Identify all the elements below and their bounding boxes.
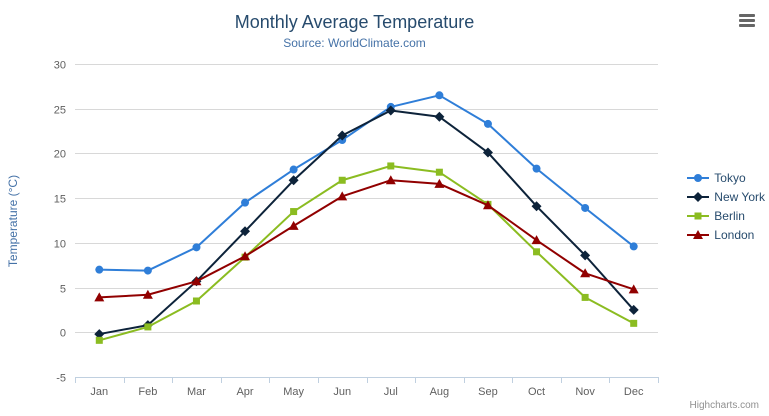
square-marker [630,319,638,327]
legend: Tokyo New York Berlin London [687,166,765,247]
x-tick-label: Sep [478,386,498,398]
hamburger-bar [739,24,755,27]
x-tick-label: Apr [236,386,253,398]
series-line [98,109,635,336]
circle-marker [289,165,298,174]
x-tick-label: Jul [384,386,398,398]
triangle-marker [288,220,299,230]
diamond-marker [531,201,542,212]
triangle-marker [580,268,591,278]
export-menu-icon[interactable] [739,14,755,27]
triangle-marker [240,251,251,261]
y-tick-label: 20 [54,149,66,161]
square-marker [533,248,541,256]
square-marker [144,323,152,331]
triangle-marker [482,200,493,210]
diamond-marker [628,304,639,315]
x-tick-label: Jan [90,386,108,398]
legend-label: London [714,228,755,242]
y-tick-label: 30 [54,60,66,72]
triangle-marker [191,276,202,286]
y-tick-label: 15 [54,194,66,206]
diamond-marker [385,105,396,116]
triangle-marker [434,178,445,188]
diamond-marker [240,226,251,237]
y-tick-label: 5 [60,284,66,296]
square-marker [581,293,589,301]
legend-label: New York [714,190,765,204]
square-marker [387,162,395,170]
legend-label: Berlin [714,209,745,223]
triangle-marker [693,230,704,239]
x-tick-label: Aug [430,386,450,398]
diamond-marker [434,111,445,122]
triangle-marker [142,289,153,299]
x-tick-label: Jun [333,386,351,398]
circle-marker [629,242,638,251]
square-marker [338,176,346,184]
x-tick-label: Oct [528,386,545,398]
square-marker [694,212,702,220]
square-marker [95,336,103,344]
legend-label: Tokyo [714,171,746,185]
legend-marker-triangle [687,230,710,239]
diamond-marker [693,192,704,202]
diamond-marker [337,130,348,141]
legend-marker-diamond [687,192,710,202]
legend-item-berlin[interactable]: Berlin [687,209,765,223]
triangle-marker [385,175,396,185]
square-marker [435,168,443,176]
credits-link[interactable]: Highcharts.com [689,400,759,411]
x-tick-label: Nov [575,386,595,398]
circle-marker [581,203,590,212]
circle-marker [192,243,201,252]
circle-marker [241,198,250,207]
y-tick-label: -5 [56,373,66,385]
series-line [98,164,635,342]
x-tick-label: May [283,386,304,398]
series-london [94,175,639,302]
series-line [98,94,635,272]
chart-title: Monthly Average Temperature [234,12,475,32]
circle-marker [694,174,703,182]
legend-marker-square [687,212,710,220]
diamond-marker [482,147,493,158]
y-tick-label: 10 [54,239,66,251]
circle-marker [143,266,152,275]
hamburger-bar [739,14,755,17]
square-marker [290,208,298,216]
diamond-marker [580,250,591,261]
legend-item-tokyo[interactable]: Tokyo [687,171,765,185]
triangle-marker [94,292,105,302]
diamond-marker [94,329,105,340]
circle-marker [95,265,104,274]
hamburger-bar [739,19,755,22]
chart-subtitle: Source: WorldClimate.com [283,36,426,50]
triangle-marker [337,191,348,201]
series-new-york [94,105,639,340]
legend-item-new-york[interactable]: New York [687,190,765,204]
square-marker [192,297,200,305]
x-tick-label: Mar [187,386,206,398]
y-tick-label: 0 [60,328,66,340]
triangle-marker [628,284,639,294]
series-line [98,179,635,299]
series-tokyo [95,91,638,275]
triangle-marker [531,235,542,245]
x-tick-label: Feb [138,386,157,398]
circle-marker [483,119,492,128]
circle-marker [532,164,541,173]
diamond-marker [288,175,299,186]
y-tick-label: 25 [54,105,66,117]
circle-marker [435,91,444,100]
x-tick-label: Dec [624,386,644,398]
legend-marker-circle [687,174,710,182]
legend-item-london[interactable]: London [687,228,765,242]
